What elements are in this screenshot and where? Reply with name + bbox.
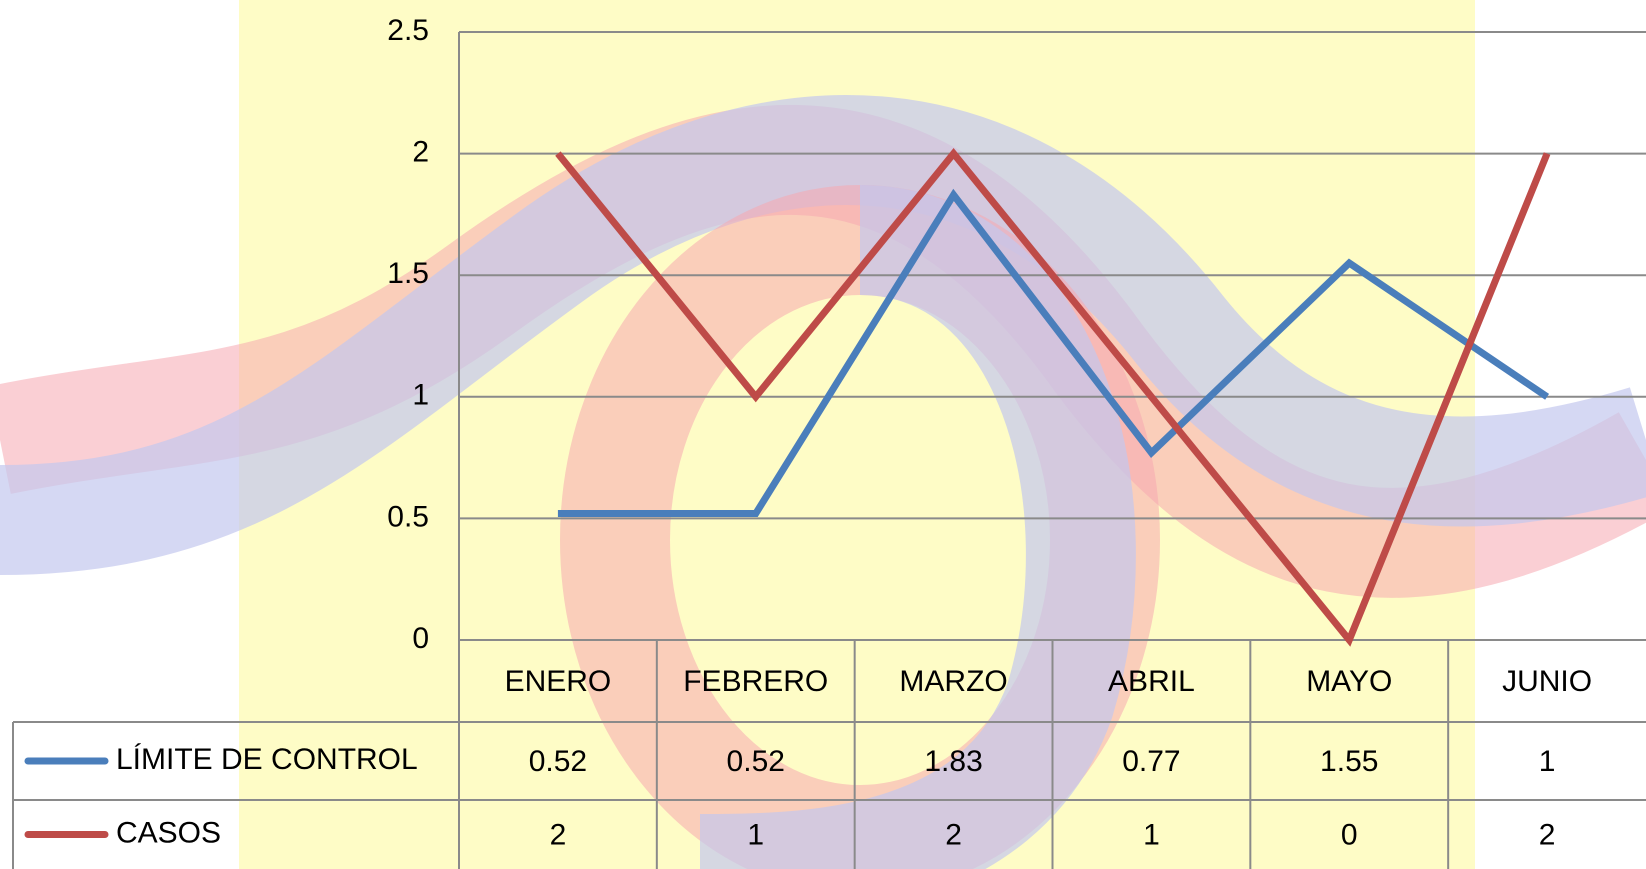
x-tick-label: FEBRERO [683,665,828,698]
legend-label: CASOS [116,816,221,849]
y-tick-label: 2.5 [387,14,429,47]
y-tick-label: 1.5 [387,257,429,290]
chart: 0 0.5 1 1.5 2 2.5 ENERO FEBRERO MARZO ABRIL MAYO JU… [0,0,1646,869]
data-label: 1.55 [1320,745,1378,778]
data-label: 1.83 [924,745,982,778]
background-decoration [0,0,1646,869]
data-label: 2 [945,818,962,851]
y-tick-label: 0 [412,622,429,655]
legend-label: LÍMITE DE CONTROL [116,743,418,776]
data-label: 0.52 [727,745,785,778]
x-tick-label: ABRIL [1108,665,1195,698]
data-label: 0 [1341,818,1358,851]
y-tick-label: 0.5 [387,500,429,533]
y-tick-label: 2 [412,136,429,169]
x-tick-label: JUNIO [1502,665,1592,698]
x-tick-label: MAYO [1306,665,1392,698]
data-label: 0.77 [1122,745,1180,778]
data-label: 1 [1539,745,1556,778]
x-tick-label: ENERO [505,665,612,698]
data-label: 2 [550,818,567,851]
x-tick-label: MARZO [899,665,1007,698]
data-label: 2 [1539,818,1556,851]
data-label: 1 [747,818,764,851]
data-label: 1 [1143,818,1160,851]
data-label: 0.52 [529,745,587,778]
y-tick-label: 1 [412,379,429,412]
